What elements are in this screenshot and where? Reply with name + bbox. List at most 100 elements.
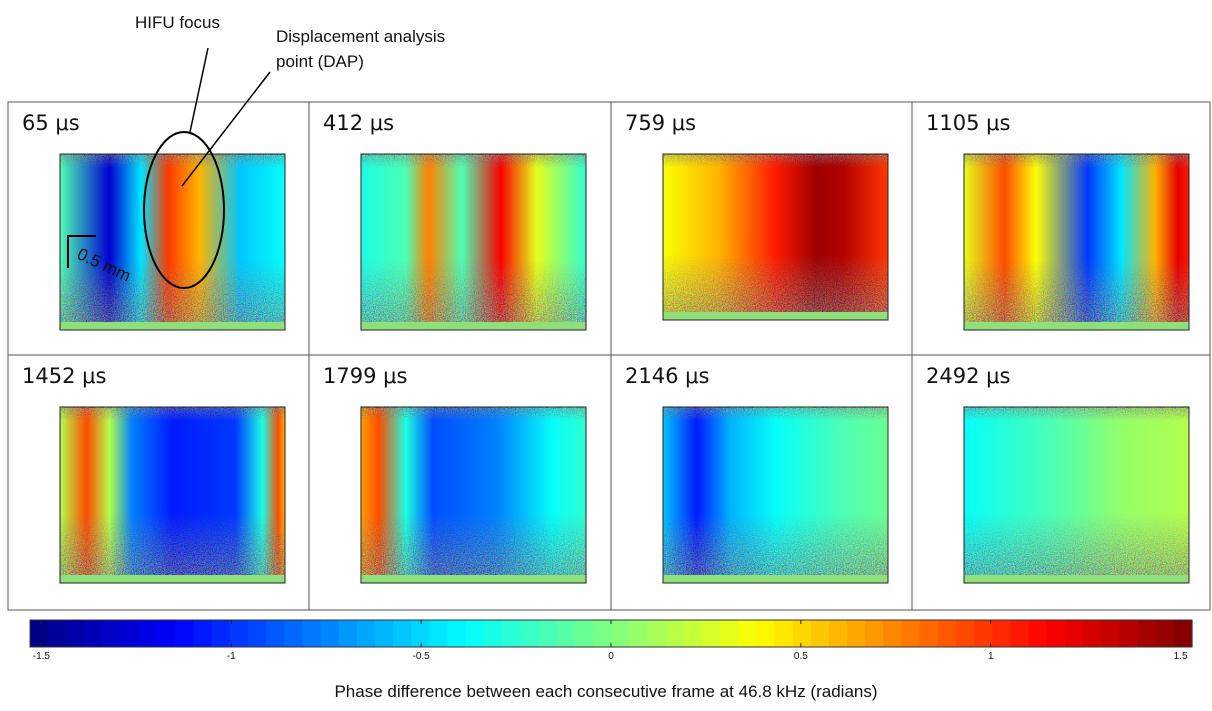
colorbar-step bbox=[520, 620, 539, 647]
colorbar-step bbox=[48, 620, 67, 647]
annotation: HIFU focus bbox=[135, 13, 220, 32]
colorbar-step bbox=[756, 620, 776, 647]
colorbar-step bbox=[611, 620, 630, 647]
colorbar-step bbox=[465, 620, 485, 647]
colorbar-step bbox=[1137, 620, 1157, 647]
colorbar-step bbox=[919, 620, 939, 647]
scale-bar bbox=[67, 235, 96, 268]
panel-label: 759 μs bbox=[625, 111, 696, 135]
colorbar-step bbox=[447, 620, 467, 647]
tick-label: -0.5 bbox=[413, 651, 431, 662]
annotation: Displacement analysis bbox=[276, 27, 445, 46]
tick-label: 1 bbox=[988, 651, 994, 662]
colorbar-step bbox=[1010, 620, 1030, 647]
colorbar-step bbox=[1028, 620, 1048, 647]
speckle bbox=[964, 407, 1189, 583]
colorbar: -1.5 -1 -0.5 0 0.5 1 1.5 bbox=[29, 619, 1193, 662]
map-frame bbox=[963, 153, 1190, 331]
tick-label: 0 bbox=[608, 651, 614, 662]
colorbar-step bbox=[120, 620, 140, 647]
speckle bbox=[361, 407, 586, 583]
baseline-strip bbox=[663, 575, 888, 583]
panel-grid bbox=[7, 101, 1211, 611]
pointer bbox=[181, 71, 271, 187]
colorbar-step bbox=[1173, 620, 1193, 647]
map-frame bbox=[662, 153, 889, 321]
colorbar-step bbox=[701, 620, 721, 647]
colorbar-step bbox=[665, 620, 685, 647]
colorbar-step bbox=[229, 620, 249, 647]
phase-maps: 65 μs 412 μs 759 μs 1105 μs 1452 μs 1799 μs 21… bbox=[22, 111, 1190, 584]
speckle bbox=[60, 154, 285, 330]
colorbar-step bbox=[629, 620, 648, 647]
colorbar-step bbox=[810, 620, 830, 647]
baseline-strip bbox=[964, 575, 1189, 583]
colorbar-step bbox=[30, 620, 49, 647]
colorbar-step bbox=[792, 620, 812, 647]
colorbar-step bbox=[84, 620, 104, 647]
map-frame bbox=[59, 153, 286, 331]
colorbar-step bbox=[1046, 620, 1066, 647]
baseline-strip bbox=[60, 322, 285, 330]
map-frame bbox=[59, 406, 286, 584]
baseline-strip bbox=[964, 322, 1189, 330]
colorbar-step bbox=[284, 620, 303, 647]
tick-label: 0.5 bbox=[794, 651, 808, 662]
colorbar-step bbox=[847, 620, 866, 647]
map-frame bbox=[963, 406, 1190, 584]
panel-label: 2146 μs bbox=[625, 364, 709, 388]
colorbar-step bbox=[901, 620, 921, 647]
colorbar-step bbox=[865, 620, 884, 647]
colorbar-step bbox=[66, 620, 86, 647]
speckle bbox=[361, 154, 586, 330]
pointer bbox=[189, 47, 209, 133]
map-frame bbox=[360, 153, 587, 331]
tick-label: 1.5 bbox=[1174, 651, 1188, 662]
colorbar-step bbox=[374, 620, 394, 647]
baseline-strip bbox=[60, 575, 285, 583]
tick-label: -1 bbox=[227, 651, 236, 662]
colorbar-step bbox=[211, 620, 231, 647]
panel-label: 412 μs bbox=[323, 111, 394, 135]
colorbar-step bbox=[320, 620, 340, 647]
colorbar-step bbox=[429, 620, 449, 647]
colorbar-step bbox=[592, 620, 612, 647]
colorbar-step bbox=[992, 620, 1012, 647]
colorbar-step bbox=[175, 620, 195, 647]
panel-label: 1105 μs bbox=[926, 111, 1010, 135]
colorbar-step bbox=[955, 620, 975, 647]
colorbar-step bbox=[683, 620, 703, 647]
speckle bbox=[60, 407, 285, 583]
colorbar-step bbox=[574, 620, 594, 647]
colorbar-step bbox=[338, 620, 358, 647]
colorbar-step bbox=[266, 620, 285, 647]
colorbar-step bbox=[138, 620, 158, 647]
colorbar-step bbox=[937, 620, 957, 647]
colorbar-step bbox=[1155, 620, 1175, 647]
colorbar-step bbox=[411, 620, 431, 647]
colorbar-step bbox=[1064, 620, 1084, 647]
map-frame bbox=[662, 406, 889, 584]
colorbar-step bbox=[974, 620, 993, 647]
panel-label: 1799 μs bbox=[323, 364, 407, 388]
panel-label: 65 μs bbox=[22, 111, 80, 135]
colorbar-step bbox=[302, 620, 322, 647]
panel-label: 2492 μs bbox=[926, 364, 1010, 388]
colorbar-step bbox=[102, 620, 122, 647]
tick-label: -1.5 bbox=[33, 651, 51, 662]
colorbar-step bbox=[828, 620, 848, 647]
speckle bbox=[663, 407, 888, 583]
colorbar-step bbox=[247, 620, 267, 647]
colorbar-step bbox=[157, 620, 176, 647]
colorbar-step bbox=[538, 620, 558, 647]
colorbar-step bbox=[393, 620, 412, 647]
map-frame bbox=[360, 406, 587, 584]
colorbar-step bbox=[483, 620, 503, 647]
colorbar-step bbox=[193, 620, 213, 647]
baseline-strip bbox=[361, 575, 586, 583]
colorbar-step bbox=[774, 620, 794, 647]
colorbar-step bbox=[647, 620, 667, 647]
colorbar-step bbox=[1083, 620, 1102, 647]
colorbar-step bbox=[1101, 620, 1120, 647]
